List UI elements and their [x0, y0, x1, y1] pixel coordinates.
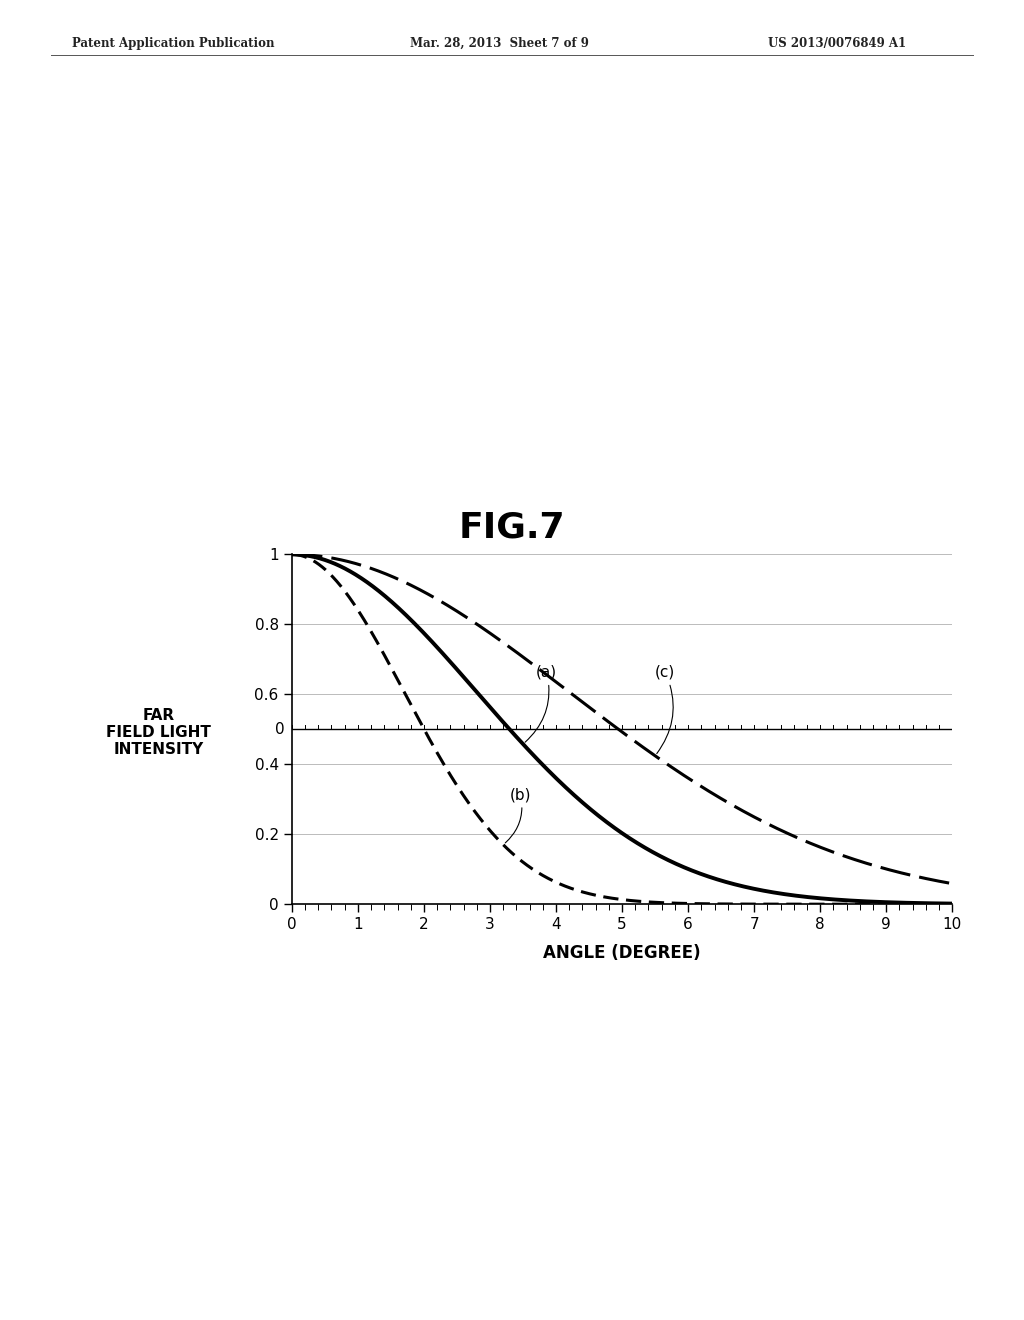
Text: (b): (b): [505, 787, 531, 843]
X-axis label: ANGLE (DEGREE): ANGLE (DEGREE): [544, 944, 700, 961]
Text: FAR
FIELD LIGHT
INTENSITY: FAR FIELD LIGHT INTENSITY: [106, 708, 211, 758]
Text: US 2013/0076849 A1: US 2013/0076849 A1: [768, 37, 906, 50]
Text: (c): (c): [655, 665, 676, 754]
Text: Patent Application Publication: Patent Application Publication: [72, 37, 274, 50]
Text: FIG.7: FIG.7: [459, 511, 565, 545]
Text: Mar. 28, 2013  Sheet 7 of 9: Mar. 28, 2013 Sheet 7 of 9: [410, 37, 589, 50]
Text: 0: 0: [275, 722, 285, 737]
Text: (a): (a): [525, 665, 557, 742]
